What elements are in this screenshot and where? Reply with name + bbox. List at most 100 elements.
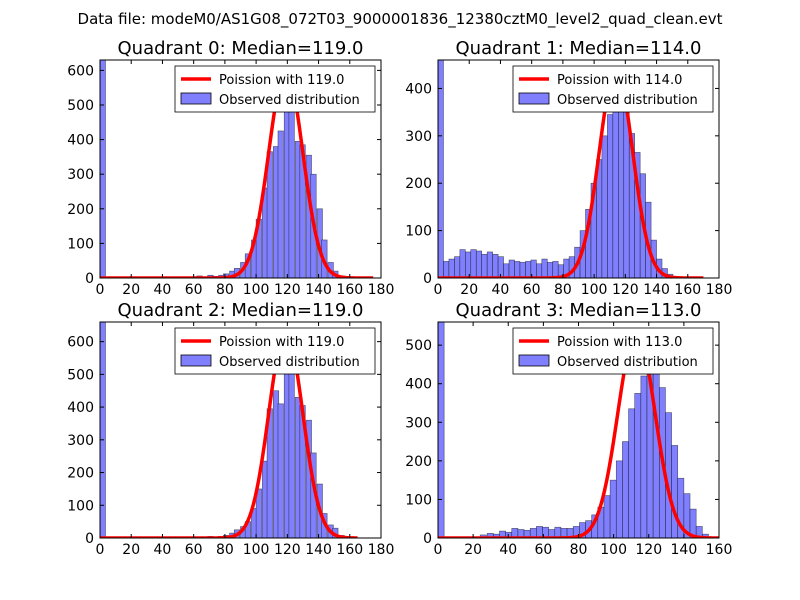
legend: Poission with 119.0 Observed distribution <box>174 65 376 113</box>
x-tick-label: 120 <box>635 542 662 558</box>
histogram-bar <box>541 258 548 278</box>
histogram-bar <box>438 60 444 278</box>
histogram-bar <box>695 526 703 538</box>
chart-panel-1: 0 20 40 60 80 100 120 140 160 1800100200300400Qua… <box>405 38 733 298</box>
histogram-bar <box>492 254 499 278</box>
histogram-bar <box>277 403 284 538</box>
histogram-bar <box>689 508 697 538</box>
x-tick-label: 120 <box>274 542 301 558</box>
figure-suptitle: Data file: modeM0/AS1G08_072T03_90000018… <box>78 10 723 29</box>
x-tick-label: 40 <box>154 282 172 298</box>
y-tick-label: 500 <box>67 98 94 114</box>
x-tick-label: 80 <box>554 282 572 298</box>
y-tick-label: 200 <box>67 202 94 218</box>
y-tick-label: 400 <box>67 133 94 149</box>
histogram-bar <box>448 258 455 278</box>
legend-bar-swatch <box>518 354 550 367</box>
y-tick-label: 500 <box>405 338 432 354</box>
legend: Poission with 119.0 Observed distribution <box>174 327 376 375</box>
legend: Poission with 113.0 Observed distribution <box>512 327 714 375</box>
histogram-bar <box>603 495 611 538</box>
histogram-bar <box>459 249 466 278</box>
y-tick-label: 0 <box>85 271 94 287</box>
x-tick-label: 60 <box>523 282 541 298</box>
x-tick-label: 40 <box>154 542 172 558</box>
y-tick-label: 200 <box>67 466 94 482</box>
chart-panel-3: 0 20 40 60 80 100 120 140 160 0 100 200 300 400 500 Qua… <box>405 300 732 558</box>
y-tick-label: 300 <box>405 415 432 431</box>
x-tick-label: 100 <box>600 542 627 558</box>
histogram-bar <box>607 114 614 278</box>
legend-bar-label: Observed distribution <box>557 355 698 370</box>
x-tick-label: 120 <box>274 282 301 298</box>
histogram-bar <box>640 375 648 538</box>
histogram-bar <box>536 263 543 278</box>
x-tick-label: 100 <box>243 542 270 558</box>
histogram-bar <box>601 135 608 278</box>
y-tick-label: 200 <box>405 454 432 470</box>
y-tick-label: 0 <box>85 531 94 547</box>
y-tick-label: 400 <box>405 81 432 97</box>
y-tick-label: 300 <box>405 129 432 145</box>
y-tick-label: 300 <box>67 167 94 183</box>
y-tick-label: 0 <box>423 271 432 287</box>
histogram-bar <box>288 352 295 538</box>
y-tick-label: 0 <box>423 531 432 547</box>
axes-frame <box>99 59 382 279</box>
histogram-bar <box>100 322 106 538</box>
chart-title: Quadrant 1: Median=114.0 <box>456 38 702 59</box>
x-tick-label: 20 <box>464 542 482 558</box>
chart-panels: 0 20 40 60 80 100 120 140 160 1800100200300400500… <box>67 38 733 558</box>
histogram-bar <box>615 460 623 538</box>
legend-bar-swatch <box>180 354 212 367</box>
x-tick-label: 20 <box>460 282 478 298</box>
histogram-bar <box>514 261 521 278</box>
y-tick-label: 400 <box>67 400 94 416</box>
x-tick-label: 0 <box>434 542 443 558</box>
legend-bar-swatch <box>518 92 550 105</box>
histogram-bar <box>622 441 629 538</box>
histogram-bar <box>623 111 630 278</box>
chart-title: Quadrant 3: Median=113.0 <box>456 300 702 321</box>
y-tick-label: 400 <box>405 377 432 393</box>
histogram-bar <box>486 251 493 278</box>
x-tick-label: 120 <box>612 282 639 298</box>
histogram-bar <box>481 254 488 278</box>
legend: Poission with 114.0 Observed distribution <box>512 65 714 113</box>
y-tick-label: 200 <box>405 176 432 192</box>
x-tick-label: 20 <box>122 282 140 298</box>
chart-panel-0: 0 20 40 60 80 100 120 140 160 1800100200300400500… <box>67 38 395 298</box>
histogram-bar <box>519 262 526 278</box>
y-tick-label: 100 <box>67 498 94 514</box>
y-tick-label: 300 <box>67 433 94 449</box>
histogram-bar <box>475 250 483 278</box>
legend-curve-label: Poission with 119.0 <box>219 335 344 350</box>
histogram-bar <box>508 259 515 278</box>
legend-curve-label: Poission with 114.0 <box>557 73 682 88</box>
histogram-bar <box>612 111 619 278</box>
histogram-bar <box>470 249 477 278</box>
poisson-curve <box>100 330 359 538</box>
x-tick-label: 80 <box>570 542 588 558</box>
y-tick-label: 500 <box>67 367 94 383</box>
y-tick-label: 100 <box>67 236 94 252</box>
chart-panel-2: 0 20 40 60 80 100 120 140 160 1800100200300400500… <box>67 300 395 558</box>
x-tick-label: 180 <box>368 542 395 558</box>
histogram-bar <box>454 256 461 278</box>
histogram-bar <box>277 130 284 278</box>
chart-title: Quadrant 2: Median=119.0 <box>118 300 364 321</box>
x-tick-label: 180 <box>706 282 733 298</box>
x-tick-label: 180 <box>368 282 395 298</box>
legend-curve-label: Poission with 113.0 <box>557 335 682 350</box>
histogram-bar <box>525 261 532 278</box>
x-tick-label: 80 <box>216 282 234 298</box>
histogram-bar <box>465 251 472 278</box>
x-tick-label: 140 <box>671 542 698 558</box>
x-tick-label: 60 <box>185 282 203 298</box>
x-tick-label: 140 <box>305 542 332 558</box>
chart-title: Quadrant 0: Median=119.0 <box>118 38 364 59</box>
x-tick-label: 160 <box>336 542 363 558</box>
x-tick-label: 40 <box>499 542 517 558</box>
histogram-bar <box>552 261 559 278</box>
